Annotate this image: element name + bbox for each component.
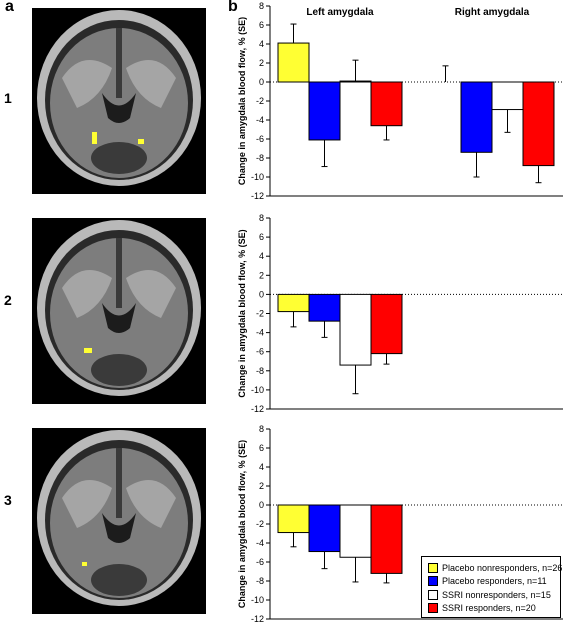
legend-item: SSRI responders, n=20	[428, 602, 560, 616]
activation-spot	[82, 562, 87, 566]
y-tick-label: -12	[251, 614, 264, 624]
legend-label: Placebo nonresponders, n=26	[442, 562, 563, 573]
bar	[370, 81, 403, 127]
bar	[370, 293, 403, 355]
y-tick-label: -8	[256, 366, 264, 376]
activation-spot	[84, 348, 92, 353]
y-tick-label: 6	[259, 232, 264, 242]
y-axis-label: Change in amygdala blood flow, % (SE)	[237, 229, 247, 397]
y-tick-label: -10	[251, 385, 264, 395]
brain-scan-3	[32, 428, 206, 614]
row-label-2: 2	[4, 292, 12, 308]
y-tick-label: 6	[259, 20, 264, 30]
bar	[308, 81, 341, 141]
row-label-3: 3	[4, 492, 12, 508]
y-tick-label: -10	[251, 172, 264, 182]
y-tick-label: -8	[256, 576, 264, 586]
y-tick-label: -2	[256, 96, 264, 106]
y-tick-label: 2	[259, 481, 264, 491]
y-tick-label: 8	[259, 1, 264, 11]
bar	[339, 293, 372, 366]
y-tick-label: -12	[251, 191, 264, 201]
y-tick-label: 0	[259, 500, 264, 510]
y-tick-label: -2	[256, 309, 264, 319]
coronal-mri-image-1	[32, 8, 206, 194]
y-tick-label: -4	[256, 538, 264, 548]
legend-swatch	[428, 576, 438, 587]
bar	[277, 504, 310, 534]
brain-scan-1	[32, 8, 206, 194]
y-tick-label: 8	[259, 213, 264, 223]
y-tick-label: 4	[259, 39, 264, 49]
y-tick-label: 8	[259, 424, 264, 434]
legend-swatch	[428, 562, 438, 573]
y-tick-label: -6	[256, 347, 264, 357]
bar	[277, 293, 310, 313]
y-tick-label: -6	[256, 557, 264, 567]
coronal-mri-image-3	[32, 428, 206, 614]
legend-item: Placebo responders, n=11	[428, 575, 560, 589]
panel-a-label: a	[5, 0, 14, 15]
bar	[339, 80, 372, 83]
group-label: Left amygdala	[306, 7, 374, 18]
y-tick-label: -12	[251, 404, 264, 414]
bar	[308, 293, 341, 322]
y-tick-label: 4	[259, 251, 264, 261]
bar	[460, 81, 493, 153]
legend-item: Placebo nonresponders, n=26	[428, 561, 563, 575]
legend-label: SSRI nonresponders, n=15	[442, 589, 551, 600]
y-tick-label: 4	[259, 462, 264, 472]
coronal-mri-image-2	[32, 218, 206, 404]
legend-label: Placebo responders, n=11	[442, 576, 547, 587]
bar	[522, 81, 555, 167]
y-tick-label: -6	[256, 134, 264, 144]
row-label-1: 1	[4, 90, 12, 106]
panel-b-label: b	[228, 0, 238, 15]
bar	[308, 504, 341, 553]
y-tick-label: 0	[259, 77, 264, 87]
y-tick-label: 0	[259, 289, 264, 299]
y-tick-label: 6	[259, 443, 264, 453]
legend-swatch	[428, 603, 438, 614]
y-tick-label: -2	[256, 519, 264, 529]
brain-scan-2	[32, 218, 206, 404]
activation-spot	[138, 139, 144, 144]
bar	[277, 42, 310, 83]
y-tick-label: 2	[259, 58, 264, 68]
legend-swatch	[428, 589, 438, 600]
y-tick-label: -8	[256, 153, 264, 163]
y-axis-label: Change in amygdala blood flow, % (SE)	[237, 17, 247, 185]
bar	[370, 504, 403, 574]
legend-label: SSRI responders, n=20	[442, 603, 536, 614]
activation-spot	[92, 132, 97, 144]
y-tick-label: 2	[259, 270, 264, 280]
bar	[339, 504, 372, 558]
bar	[491, 81, 524, 111]
y-tick-label: -4	[256, 115, 264, 125]
y-tick-label: -10	[251, 595, 264, 605]
legend: Placebo nonresponders, n=26 Placebo resp…	[421, 556, 563, 618]
y-tick-label: -4	[256, 328, 264, 338]
y-axis-label: Change in amygdala blood flow, % (SE)	[237, 440, 247, 608]
group-label: Right amygdala	[455, 7, 530, 18]
legend-item: SSRI nonresponders, n=15	[428, 588, 560, 602]
